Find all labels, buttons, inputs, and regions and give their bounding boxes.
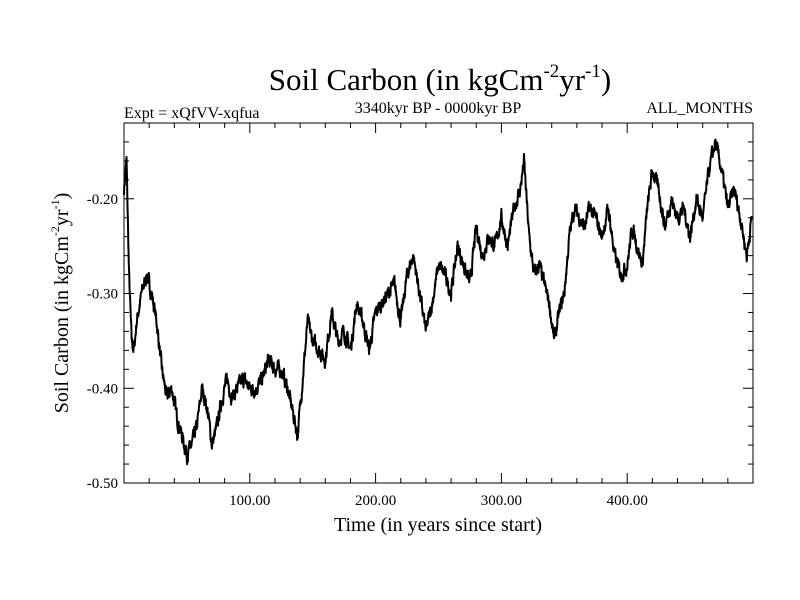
y-axis-label-sup2: -1 (48, 199, 62, 209)
x-tick-label: 300.00 (481, 493, 522, 509)
y-tick-label: -0.20 (87, 192, 118, 208)
chart-title-main: Soil Carbon (in kgCm (269, 62, 544, 97)
y-axis-label: Soil Carbon (in kgCm-2yr-1) (48, 193, 73, 414)
plot-frame (123, 122, 754, 484)
y-tick-label: -0.40 (87, 381, 118, 397)
y-axis-label-main: Soil Carbon (in kgCm (51, 236, 73, 414)
subtitle-period: 3340kyr BP - 0000kyr BP (355, 100, 522, 117)
x-axis-ticks: 100.00 200.00 300.00 400.00 (148, 123, 729, 509)
y-tick-label: -0.50 (87, 476, 118, 492)
subtitle-experiment: Expt = xQfVV-xqfua (124, 105, 260, 122)
x-tick-label: 100.00 (229, 493, 270, 509)
y-axis-ticks: -0.50 -0.40 -0.30 -0.20 (87, 141, 753, 492)
y-axis-label-end: ) (51, 193, 73, 200)
y-axis-label-sup1: -2 (48, 226, 62, 236)
chart-title: Soil Carbon (in kgCm-2yr-1) (269, 61, 612, 97)
x-tick-label: 200.00 (355, 493, 396, 509)
chart-title-sup1: -2 (543, 61, 559, 82)
chart-title-sup2: -1 (585, 61, 601, 82)
y-tick-label: -0.30 (87, 287, 118, 303)
y-axis-label-mid: yr (51, 209, 73, 226)
chart-title-end: ) (601, 62, 611, 97)
x-tick-label: 400.00 (607, 493, 648, 509)
chart-title-mid: yr (559, 62, 586, 97)
x-axis-label: Time (in years since start) (334, 514, 542, 536)
series-line-soil-carbon (123, 138, 753, 466)
subtitle-months: ALL_MONTHS (646, 100, 753, 117)
